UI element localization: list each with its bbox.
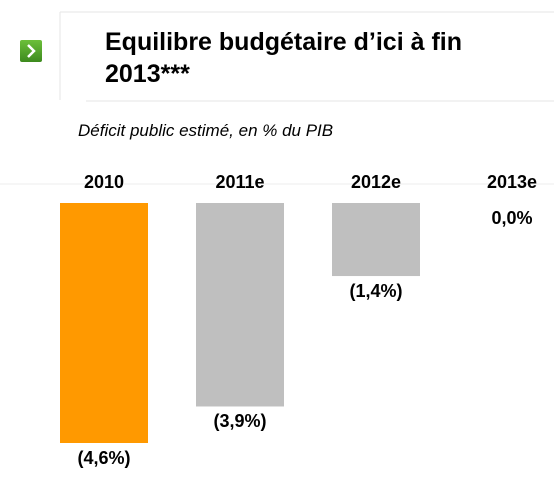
data-label: (1,4%)	[349, 281, 402, 301]
bar	[332, 203, 420, 277]
data-label: (4,6%)	[77, 448, 130, 468]
data-label: (3,9%)	[213, 411, 266, 431]
x-tick-label: 2012e	[351, 172, 401, 192]
data-label: 0,0%	[491, 208, 532, 228]
icon	[20, 40, 42, 62]
x-tick-label: 2013e	[487, 172, 537, 192]
bar	[60, 203, 148, 443]
chart-subtitle: Déficit public estimé, en % du PIB	[78, 121, 334, 140]
x-tick-label: 2010	[84, 172, 124, 192]
icon-chevron	[27, 44, 36, 58]
x-tick-label: 2011e	[215, 172, 264, 192]
chart-title: Equilibre budgétaire d’ici à fin 2013***	[105, 28, 462, 88]
bar	[196, 203, 284, 407]
